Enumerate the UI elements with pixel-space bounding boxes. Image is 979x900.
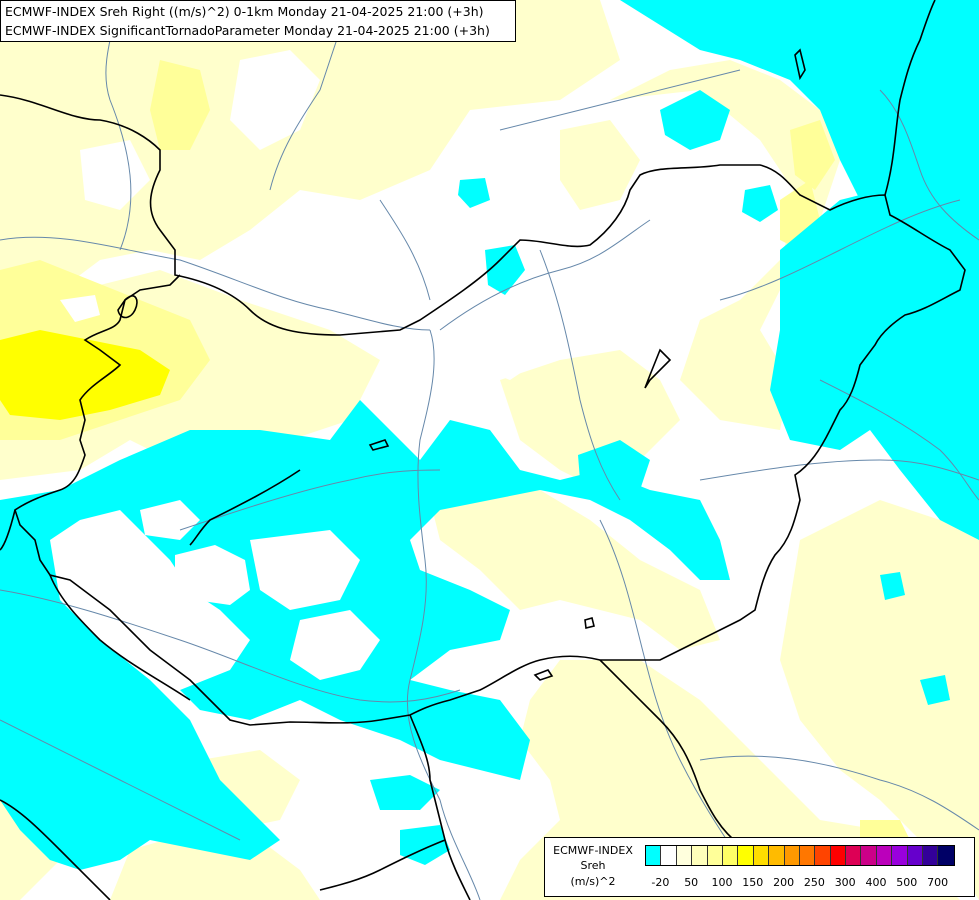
legend-swatch [692, 846, 708, 865]
legend-tick-label: 250 [803, 876, 825, 889]
sreh-negative-areas [0, 0, 979, 870]
legend-swatch [661, 846, 677, 865]
legend-swatch [861, 846, 877, 865]
legend-swatch [799, 846, 816, 865]
legend-tick-label: 300 [834, 876, 856, 889]
legend-swatch [846, 846, 862, 865]
legend-swatch [769, 846, 785, 865]
legend-swatch [784, 846, 800, 865]
sreh-high-positive-areas [0, 330, 170, 420]
legend-swatch [753, 846, 770, 865]
legend-swatch [646, 846, 662, 865]
legend-swatch [907, 846, 924, 865]
legend-tick-label: 700 [927, 876, 949, 889]
legend-swatch [830, 846, 847, 865]
map-title-stp: ECMWF-INDEX SignificantTornadoParameter … [5, 23, 490, 38]
legend-color-scale [645, 845, 955, 866]
map-title-box: ECMWF-INDEX Sreh Right ((m/s)^2) 0-1km M… [0, 0, 516, 42]
legend-tick-label: 400 [865, 876, 887, 889]
legend-source: ECMWF-INDEX [553, 844, 633, 857]
legend-swatch [738, 846, 754, 865]
legend-swatch [923, 846, 939, 865]
legend-unit: (m/s)^2 [570, 875, 616, 888]
color-legend: ECMWF-INDEX Sreh (m/s)^2 -20 50 100 150 200 2… [544, 837, 975, 897]
legend-swatch [722, 846, 739, 865]
legend-tick-label: -20 [651, 876, 670, 889]
legend-swatch [876, 846, 893, 865]
legend-tick-label: 150 [742, 876, 764, 889]
legend-tick-label: 500 [896, 876, 918, 889]
legend-variable: Sreh [580, 859, 606, 872]
legend-swatch [892, 846, 908, 865]
legend-tick-label: 50 [684, 876, 699, 889]
legend-swatch [938, 846, 954, 865]
map-title-sreh: ECMWF-INDEX Sreh Right ((m/s)^2) 0-1km M… [5, 4, 484, 19]
legend-tick-label: 200 [773, 876, 795, 889]
legend-swatch [676, 846, 693, 865]
legend-swatch [815, 846, 831, 865]
legend-tick-label: 100 [711, 876, 733, 889]
legend-swatch [707, 846, 723, 865]
